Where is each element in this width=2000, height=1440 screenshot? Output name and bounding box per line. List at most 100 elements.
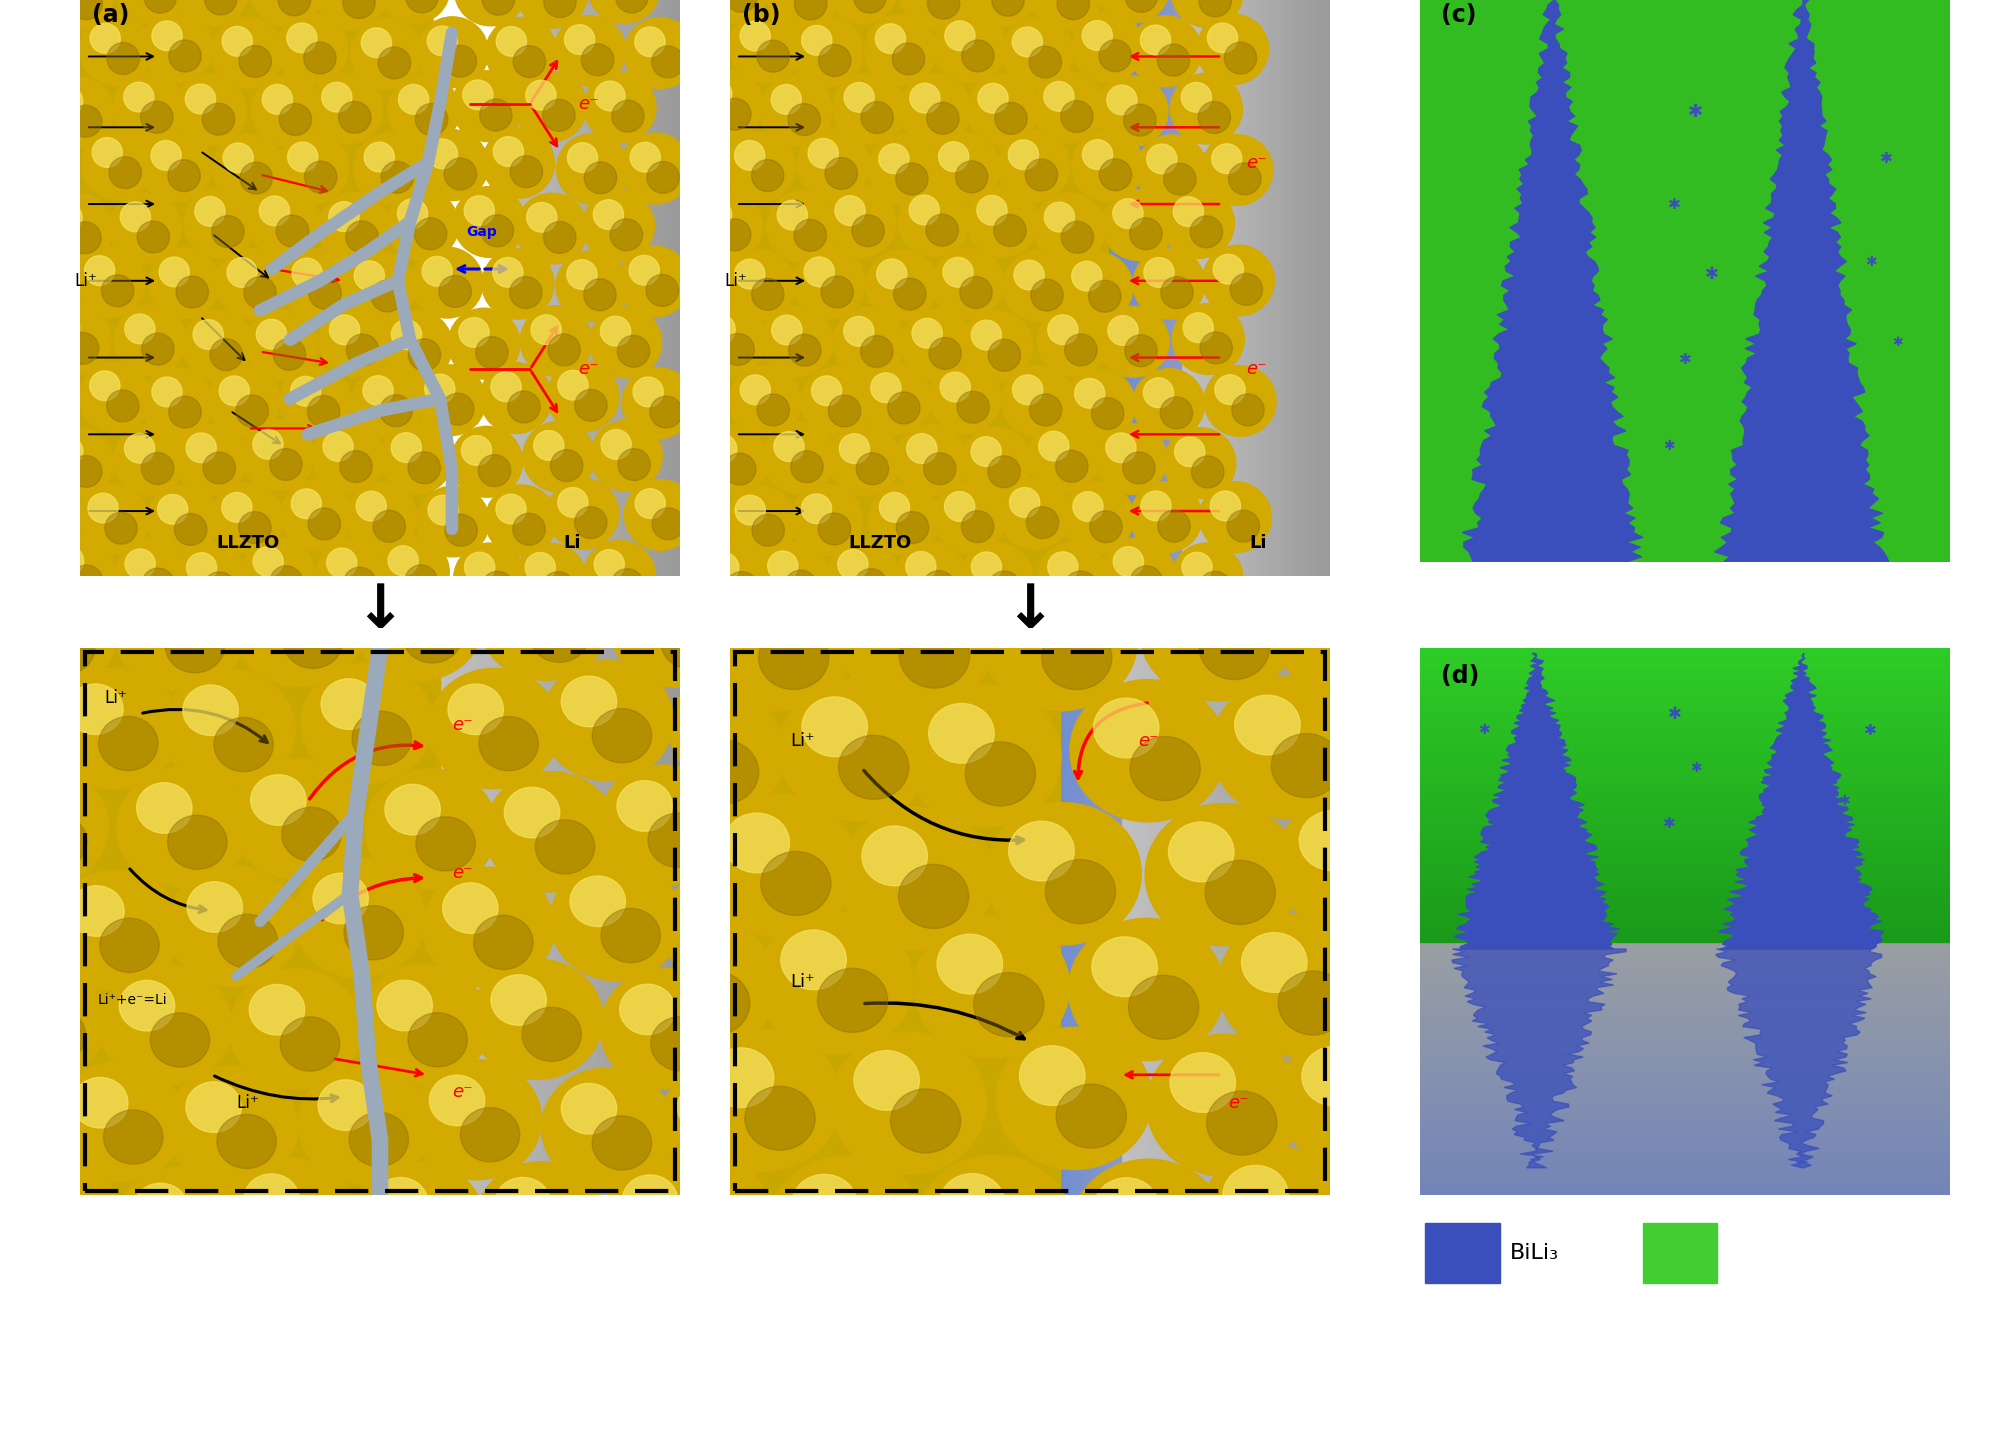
Circle shape [298, 1064, 430, 1185]
Bar [1050, 648, 1052, 1195]
Bar [588, 0, 594, 576]
Circle shape [92, 138, 122, 167]
Circle shape [238, 46, 272, 78]
Circle shape [966, 186, 1038, 256]
Bar [594, 648, 600, 1195]
Bar [1420, 955, 1950, 962]
Circle shape [284, 410, 344, 465]
Bar [1126, 0, 1128, 576]
Bar [1130, 648, 1136, 1195]
Circle shape [448, 308, 520, 379]
Circle shape [116, 0, 188, 23]
Bar [1106, 0, 1108, 576]
Circle shape [150, 1012, 210, 1067]
Circle shape [1044, 202, 1074, 232]
Circle shape [840, 433, 870, 464]
Circle shape [350, 19, 422, 89]
Bar [1420, 756, 1950, 765]
Circle shape [220, 376, 250, 406]
Bar [1278, 648, 1284, 1195]
Bar [1206, 648, 1212, 1195]
Bar [1420, 1119, 1950, 1126]
Bar [460, 0, 464, 576]
Circle shape [724, 454, 756, 485]
Circle shape [1082, 20, 1112, 50]
Circle shape [1164, 428, 1236, 498]
Circle shape [222, 26, 252, 56]
Circle shape [778, 678, 934, 821]
Circle shape [354, 132, 426, 204]
Circle shape [1214, 374, 1246, 405]
Circle shape [458, 317, 490, 347]
Circle shape [702, 79, 732, 109]
Bar [1420, 1181, 1950, 1188]
Bar [508, 0, 514, 576]
Circle shape [388, 75, 460, 145]
Bar [570, 648, 576, 1195]
Circle shape [282, 249, 354, 320]
Text: LLZTO: LLZTO [848, 534, 912, 553]
Circle shape [366, 769, 498, 888]
Circle shape [1170, 1053, 1236, 1112]
Bar [1420, 893, 1950, 901]
Bar [1420, 907, 1950, 914]
Circle shape [1214, 255, 1244, 284]
Circle shape [1124, 104, 1156, 137]
Bar [1210, 648, 1216, 1195]
Bar [1098, 648, 1100, 1195]
Bar [1420, 886, 1950, 894]
Bar [498, 648, 504, 1195]
Circle shape [932, 468, 996, 528]
Bar [630, 0, 636, 576]
Circle shape [0, 782, 52, 832]
Circle shape [856, 452, 888, 485]
Bar [1302, 648, 1308, 1195]
Bar [578, 0, 582, 576]
Bar [1094, 0, 1096, 576]
Circle shape [542, 572, 574, 603]
Circle shape [442, 393, 474, 425]
Bar [1070, 648, 1072, 1195]
Bar [1160, 0, 1162, 576]
Circle shape [4, 588, 60, 638]
Circle shape [600, 969, 732, 1089]
Bar [642, 648, 648, 1195]
Circle shape [444, 158, 476, 190]
Bar [1426, 1223, 1500, 1283]
Bar [1110, 648, 1112, 1195]
Circle shape [700, 795, 856, 937]
Circle shape [860, 102, 894, 134]
Circle shape [216, 1115, 276, 1168]
Circle shape [986, 325, 1142, 468]
Circle shape [336, 518, 396, 573]
Circle shape [960, 428, 1032, 498]
Circle shape [622, 367, 694, 439]
Circle shape [144, 0, 176, 13]
Circle shape [12, 1176, 68, 1227]
Circle shape [1242, 933, 1308, 992]
Circle shape [892, 43, 924, 75]
Circle shape [1100, 158, 1132, 190]
Bar [1178, 648, 1184, 1195]
Circle shape [650, 396, 682, 428]
Circle shape [976, 196, 1008, 225]
Text: ✱: ✱ [1838, 795, 1850, 808]
Circle shape [752, 514, 784, 546]
Circle shape [1062, 482, 1134, 553]
Circle shape [1082, 140, 1112, 170]
Circle shape [166, 1066, 298, 1187]
Circle shape [826, 540, 898, 611]
Circle shape [338, 101, 372, 134]
Bar [1202, 0, 1206, 576]
Bar [1212, 0, 1216, 576]
Circle shape [1106, 433, 1136, 462]
Circle shape [454, 187, 526, 258]
Bar [1420, 995, 1950, 1004]
Circle shape [1312, 348, 1378, 409]
Bar [502, 648, 508, 1195]
Bar [620, 0, 624, 576]
Circle shape [522, 422, 594, 492]
Bar [1420, 1009, 1950, 1017]
Circle shape [54, 546, 84, 576]
Bar [562, 0, 568, 576]
